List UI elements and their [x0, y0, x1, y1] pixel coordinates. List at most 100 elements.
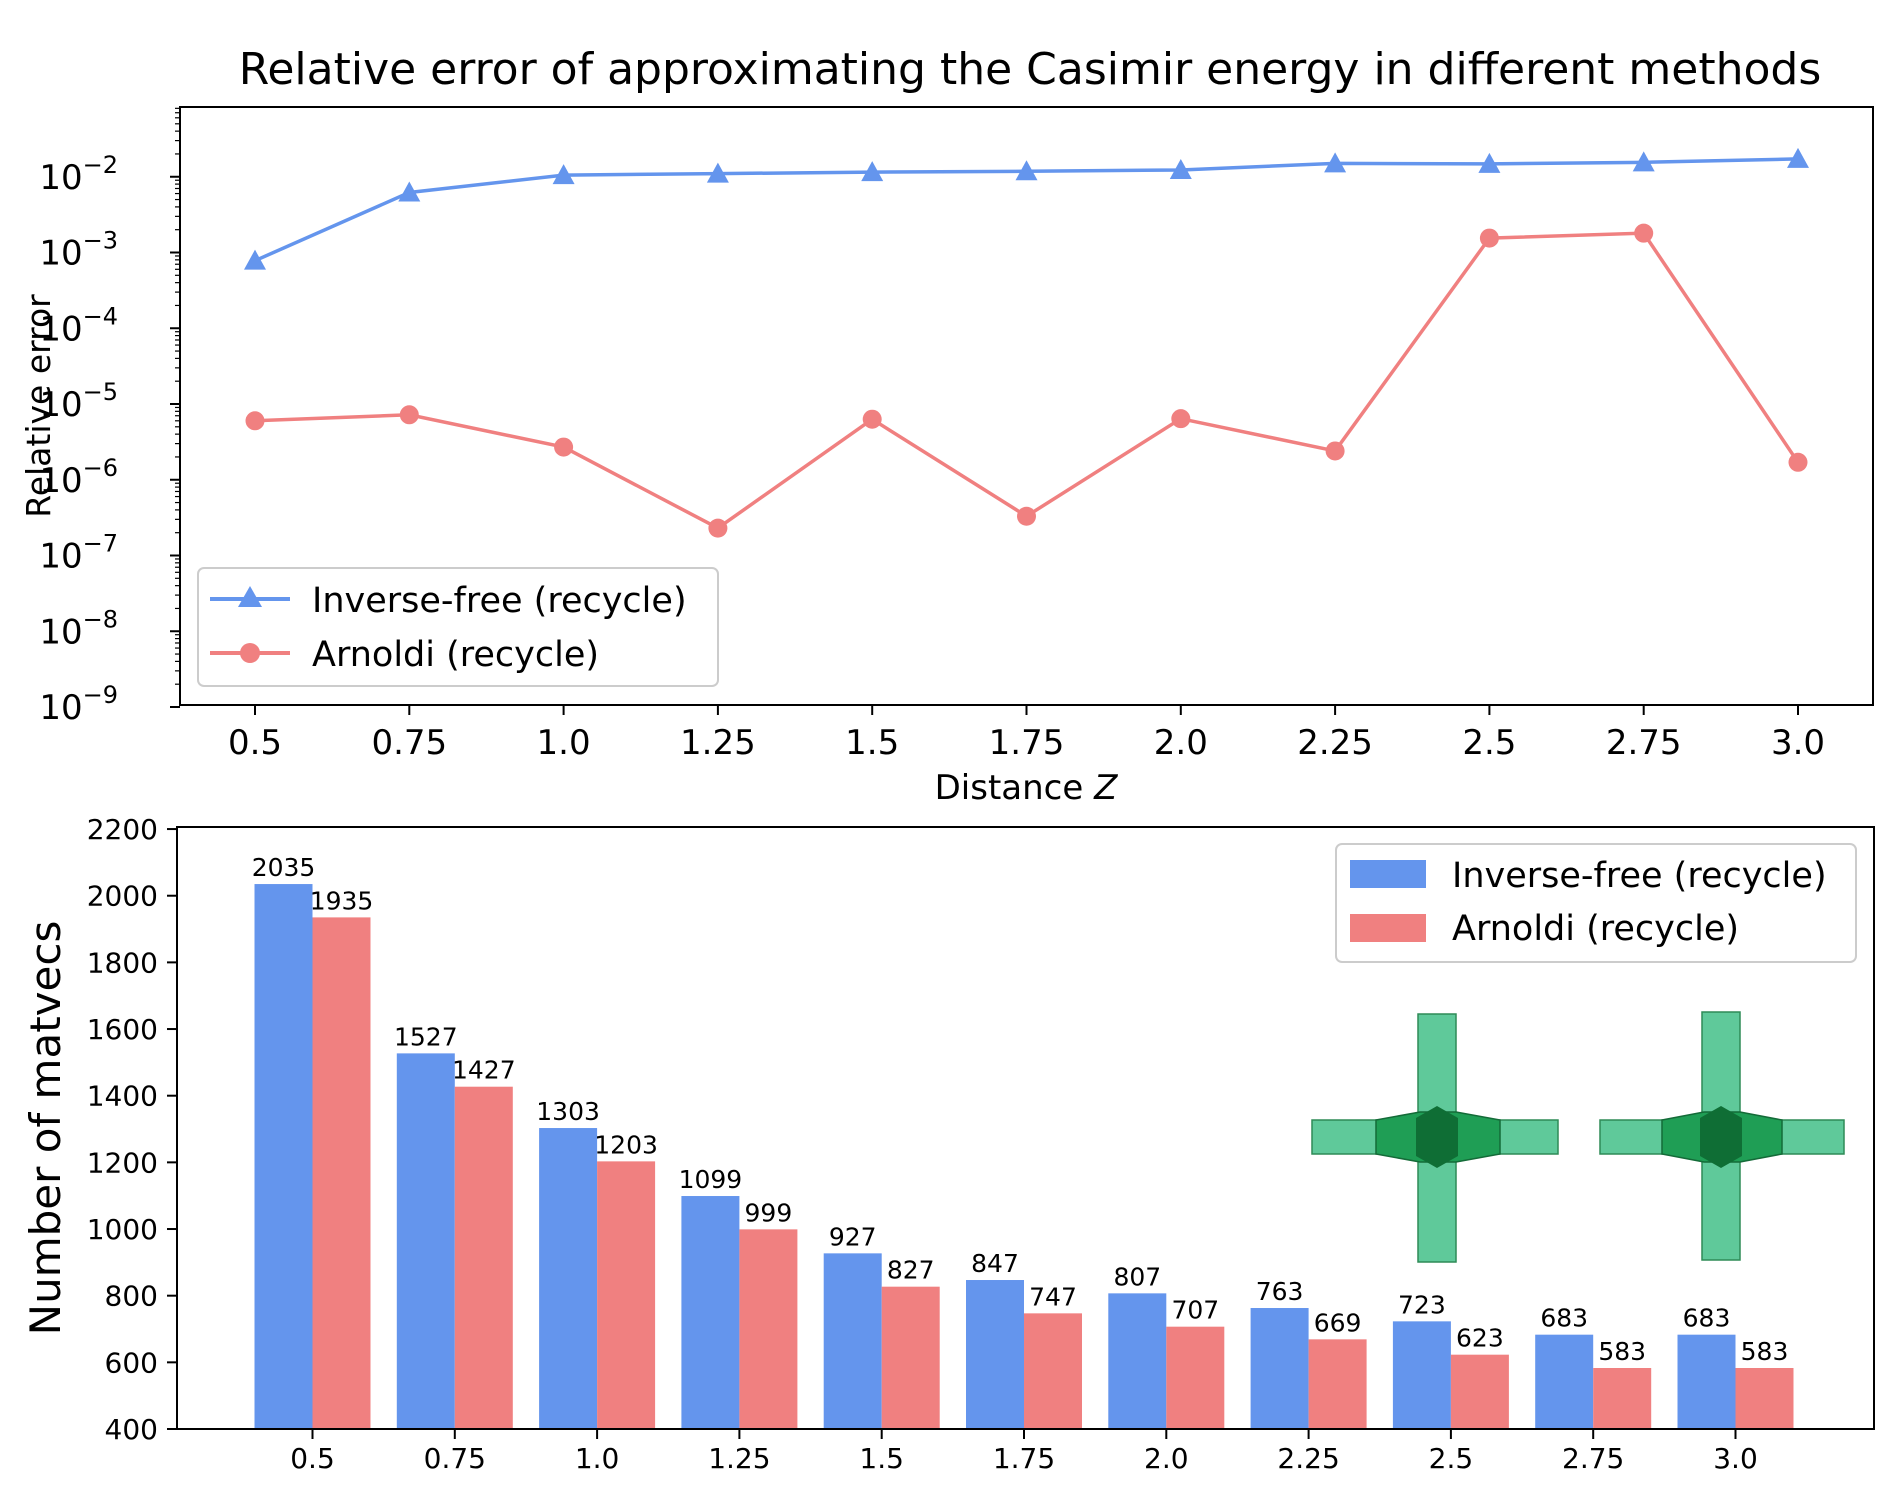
bar-inverse-free: [1677, 1334, 1736, 1429]
y-tick-exponent: −9: [83, 681, 118, 709]
legend-label-inverse-free-bar: Inverse-free (recycle): [1452, 856, 1827, 896]
data-point-arnoldi: [1634, 223, 1654, 243]
bar-inverse-free: [254, 884, 313, 1429]
matvec-chart-legend: Inverse-free (recycle) Arnoldi (recycle): [1335, 843, 1857, 963]
bar-label-inverse-free: 807: [1113, 1262, 1161, 1291]
y-tick-base: 10: [39, 385, 82, 425]
y-tick-exponent: −7: [83, 530, 118, 558]
y-tick-label: 800: [105, 1280, 158, 1313]
y-tick-label: 2200: [87, 813, 158, 846]
inset-mesh-left: [1311, 1013, 1559, 1263]
data-point-arnoldi: [554, 437, 574, 457]
legend-label-arnoldi: Arnoldi (recycle): [312, 635, 599, 675]
data-point-arnoldi: [245, 411, 265, 431]
x-tick-label: 0.5: [228, 723, 282, 763]
y-tick-label: 1600: [87, 1013, 158, 1046]
legend-circle-marker: [240, 643, 260, 663]
y-tick-exponent: −5: [83, 378, 118, 406]
y-tick-label: 600: [105, 1346, 158, 1379]
data-point-inverse-free: [1324, 152, 1347, 173]
data-point-inverse-free: [1478, 152, 1501, 173]
bar-label-arnoldi: 583: [1741, 1337, 1789, 1366]
y-tick-base: 10: [39, 688, 82, 728]
x-tick-label: 1.25: [708, 1442, 770, 1475]
error-chart: Relative error of approximating the Casi…: [19, 44, 1874, 808]
bar-inverse-free: [1250, 1308, 1309, 1429]
y-tick-label: 1400: [87, 1080, 158, 1113]
error-chart-xlabel-var: Z: [1093, 768, 1118, 808]
bar-inverse-free: [539, 1128, 598, 1429]
bar-label-arnoldi: 583: [1598, 1337, 1646, 1366]
bar-arnoldi: [454, 1086, 513, 1429]
y-tick-label: 2000: [87, 880, 158, 913]
bar-label-inverse-free: 763: [1256, 1277, 1304, 1306]
bar-label-arnoldi: 1427: [452, 1056, 516, 1085]
bar-arnoldi: [1166, 1326, 1225, 1429]
bar-label-inverse-free: 927: [829, 1222, 877, 1251]
bar-label-arnoldi: 623: [1456, 1324, 1504, 1353]
bar-label-inverse-free: 683: [1540, 1304, 1588, 1333]
bar-inverse-free: [1392, 1321, 1451, 1429]
x-tick-label: 2.75: [1606, 723, 1682, 763]
error-chart-legend-box: [197, 567, 719, 687]
bar-arnoldi: [312, 917, 371, 1429]
y-tick-label: 10−7: [39, 530, 118, 577]
error-chart-title: Relative error of approximating the Casi…: [239, 44, 1822, 95]
matvec-chart-legend-box: [1335, 843, 1857, 963]
x-tick-label: 2.5: [1462, 723, 1516, 763]
bar-arnoldi: [1308, 1339, 1367, 1429]
data-point-inverse-free: [552, 164, 575, 185]
y-tick-exponent: −4: [83, 302, 118, 330]
bar-label-arnoldi: 1935: [310, 886, 374, 915]
bar-inverse-free: [823, 1253, 882, 1429]
y-tick-label: 10−8: [39, 605, 118, 652]
data-point-arnoldi: [1171, 409, 1191, 429]
bar-label-inverse-free: 1099: [679, 1165, 743, 1194]
y-tick-label: 10−4: [39, 302, 118, 349]
inset-mesh-right: [1599, 1011, 1845, 1261]
y-tick-label: 10−9: [39, 681, 118, 728]
x-tick-label: 3.0: [1713, 1442, 1758, 1475]
y-tick-label: 400: [105, 1413, 158, 1446]
legend-label-arnoldi-bar: Arnoldi (recycle): [1452, 909, 1739, 949]
bar-label-arnoldi: 707: [1171, 1296, 1219, 1325]
data-point-inverse-free: [398, 181, 421, 202]
y-tick-label: 1200: [87, 1146, 158, 1179]
bar-label-arnoldi: 827: [887, 1256, 935, 1285]
bar-arnoldi: [1450, 1354, 1509, 1429]
x-tick-label: 1.0: [575, 1442, 620, 1475]
x-tick-label: 1.75: [993, 1442, 1055, 1475]
bar-inverse-free: [1108, 1293, 1167, 1429]
data-point-inverse-free: [1169, 158, 1192, 179]
data-point-arnoldi: [1788, 452, 1808, 472]
y-tick-base: 10: [39, 158, 82, 198]
y-tick-label: 10−2: [39, 151, 118, 198]
x-tick-label: 1.5: [845, 723, 899, 763]
bar-label-arnoldi: 669: [1314, 1308, 1362, 1337]
legend-swatch-arnoldi: [1350, 914, 1426, 942]
x-tick-label: 0.75: [424, 1442, 486, 1475]
data-point-arnoldi: [1479, 228, 1499, 248]
bar-label-inverse-free: 2035: [252, 853, 316, 882]
data-point-inverse-free: [1787, 147, 1809, 168]
bar-label-inverse-free: 1303: [536, 1097, 600, 1126]
y-tick-label: 10−5: [39, 378, 118, 425]
data-point-inverse-free: [1632, 151, 1655, 172]
bar-label-inverse-free: 683: [1683, 1304, 1731, 1333]
x-tick-label: 2.0: [1144, 1442, 1189, 1475]
bar-label-arnoldi: 999: [745, 1198, 793, 1227]
bar-arnoldi: [597, 1161, 656, 1429]
data-point-inverse-free: [706, 162, 729, 183]
matvec-chart-ylabel: Number of matvecs: [21, 921, 70, 1336]
y-tick-exponent: −2: [83, 151, 118, 179]
bar-label-arnoldi: 1203: [594, 1130, 658, 1159]
bar-arnoldi: [739, 1229, 798, 1429]
x-tick-label: 1.25: [680, 723, 756, 763]
x-tick-label: 0.5: [290, 1442, 335, 1475]
x-tick-label: 2.5: [1429, 1442, 1474, 1475]
x-tick-label: 0.75: [371, 723, 447, 763]
bar-inverse-free: [396, 1053, 455, 1429]
y-tick-base: 10: [39, 234, 82, 274]
data-point-inverse-free: [1015, 160, 1038, 181]
